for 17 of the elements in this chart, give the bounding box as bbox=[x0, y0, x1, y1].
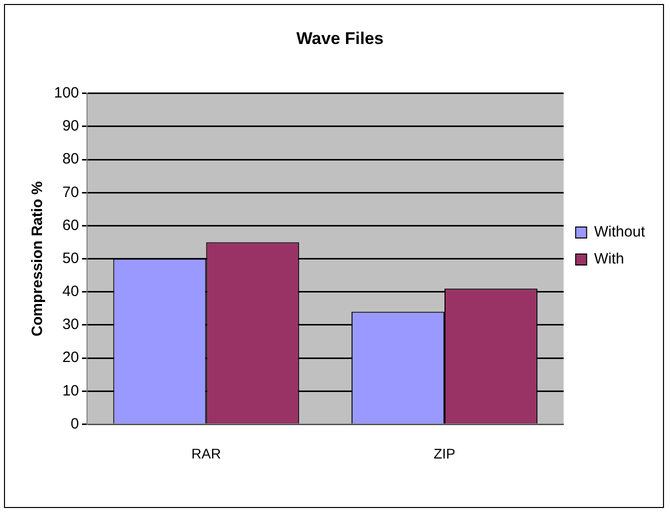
y-tick-label: 20 bbox=[62, 349, 80, 366]
y-tick-label: 10 bbox=[62, 382, 80, 400]
x-tick-label: RAR bbox=[191, 445, 221, 462]
y-tick-label: 100 bbox=[54, 84, 80, 102]
y-tick-label: 90 bbox=[62, 118, 80, 135]
y-axis-title: Compression Ratio % bbox=[29, 181, 46, 336]
y-tick-label: 50 bbox=[62, 250, 80, 267]
y-tick-label: 0 bbox=[70, 415, 80, 432]
legend-label: With bbox=[594, 250, 624, 268]
chart-title: Wave Files bbox=[296, 28, 384, 48]
y-tick-label: 80 bbox=[62, 150, 80, 168]
y-tick-label: 60 bbox=[62, 216, 80, 234]
legend-label: Without bbox=[594, 224, 646, 241]
y-tick-label: 70 bbox=[62, 184, 80, 201]
x-tick-label: ZIP bbox=[434, 445, 456, 462]
y-tick-label: 30 bbox=[62, 316, 80, 334]
y-tick-label: 40 bbox=[62, 283, 80, 300]
